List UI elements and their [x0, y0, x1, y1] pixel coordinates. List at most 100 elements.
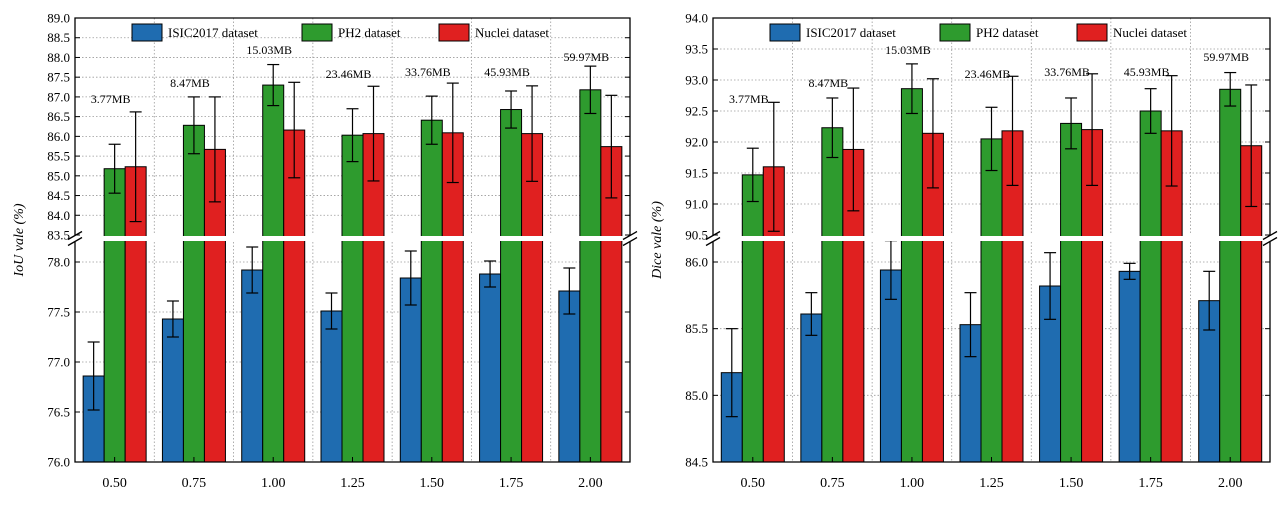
y-tick-label: 92.5 [685, 104, 708, 119]
x-tick-label: 2.00 [1218, 476, 1243, 491]
y-tick-label: 94.0 [685, 11, 708, 26]
y-tick-label: 76.0 [47, 455, 70, 470]
y-tick-label: 84.5 [685, 455, 708, 470]
x-tick-label: 1.00 [900, 476, 925, 491]
size-label-1.50: 33.76MB [405, 65, 451, 79]
size-label-0.75: 8.47MB [170, 76, 210, 90]
bar-ph2-1.00 [262, 84, 285, 463]
size-label-1.50: 33.76MB [1044, 65, 1090, 79]
bar-isic-0.75 [800, 313, 823, 463]
legend-label-nuclei: Nuclei dataset [1113, 25, 1187, 40]
y-tick-label: 87.0 [47, 89, 70, 104]
legend-swatch-ph2 [301, 23, 333, 42]
chart-panel-1: 83.5 84.0 84.5 85.0 85.5 86.0 86.5 87.0 87.5 88.0… [12, 11, 638, 491]
y-tick-label: 76.5 [47, 405, 70, 420]
size-label-2.00: 59.97MB [564, 50, 610, 64]
y-tick-label: 91.5 [685, 166, 708, 181]
y-tick-label: 78.0 [47, 255, 70, 270]
axis-break-gap [712, 236, 1271, 241]
y-tick-label: 88.5 [47, 30, 70, 45]
y-tick-label: 93.5 [685, 42, 708, 57]
size-label-1.25: 23.46MB [326, 67, 372, 81]
y-tick-label: 88.0 [47, 50, 70, 65]
bars [82, 63, 623, 463]
bar-nuclei-1.75 [521, 133, 544, 463]
bar-isic-1.25 [320, 310, 343, 463]
upper-frame [74, 17, 631, 235]
bar-ph2-0.75 [821, 127, 844, 463]
break-mark [67, 236, 83, 247]
legend-swatch-isic [769, 23, 801, 42]
legend-label-nuclei: Nuclei dataset [475, 25, 549, 40]
size-annotations: 3.77MB 8.47MB 15.03MB 23.46MB 33.76MB 45.93MB… [729, 43, 1249, 106]
x-tick-label: 1.50 [420, 476, 445, 491]
x-tick-label: 1.75 [1138, 476, 1163, 491]
legend-label-ph2: PH2 dataset [338, 25, 401, 40]
legend: ISIC2017 dataset PH2 dataset Nuclei datase… [769, 23, 1187, 42]
size-label-1.75: 45.93MB [1124, 65, 1170, 79]
axis-break-gap [74, 236, 631, 241]
x-tick-label: 1.00 [261, 476, 286, 491]
x-tick-label: 1.25 [979, 476, 1004, 491]
bars [720, 63, 1263, 463]
gridlines [713, 18, 1270, 462]
size-label-1.75: 45.93MB [484, 65, 530, 79]
y-tick-label: 86.0 [47, 129, 70, 144]
bar-isic-1.75 [1118, 270, 1141, 463]
y-tick-label: 85.0 [47, 168, 70, 183]
x-tick-label: 0.50 [741, 476, 766, 491]
size-label-1.00: 15.03MB [246, 43, 292, 57]
bar-nuclei-1.00 [283, 129, 306, 463]
legend-swatch-nuclei [438, 23, 470, 42]
y-tick-label: 86.5 [47, 109, 70, 124]
bar-ph2-1.00 [900, 88, 923, 463]
y-tick-label: 84.5 [47, 188, 70, 203]
bar-ph2-1.75 [500, 109, 523, 463]
x-axis: 0.50 0.75 1.00 1.25 1.50 1.75 2.00 [102, 457, 603, 491]
break-mark [622, 236, 638, 247]
size-label-0.50: 3.77MB [729, 92, 769, 106]
y-tick-label: 85.5 [685, 321, 708, 336]
legend: ISIC2017 dataset PH2 dataset Nuclei datase… [131, 23, 549, 42]
y-axis-label: IoU vale (%) [12, 203, 27, 277]
y-axis: 83.5 84.0 84.5 85.0 85.5 86.0 86.5 87.0 87.5 88.0… [12, 11, 630, 470]
bar-ph2-1.50 [420, 119, 443, 463]
bar-ph2-1.25 [980, 138, 1003, 463]
bar-ph2-0.50 [741, 174, 764, 463]
bar-ph2-0.50 [103, 168, 126, 463]
y-tick-label: 84.0 [47, 208, 70, 223]
legend-label-ph2: PH2 dataset [976, 25, 1039, 40]
legend-swatch-nuclei [1076, 23, 1108, 42]
legend-swatch-isic [131, 23, 163, 42]
bar-ph2-1.75 [1139, 110, 1162, 463]
y-tick-label: 90.5 [685, 228, 708, 243]
size-annotations: 3.77MB 8.47MB 15.03MB 23.46MB 33.76MB 45.93MB… [91, 43, 609, 106]
y-tick-label: 77.5 [47, 305, 70, 320]
bar-isic-1.00 [241, 269, 264, 463]
y-tick-label: 91.0 [685, 197, 708, 212]
y-tick-label: 89.0 [47, 11, 70, 26]
size-label-1.25: 23.46MB [965, 67, 1011, 81]
y-axis-label: Dice vale (%) [650, 201, 665, 280]
y-tick-label: 85.5 [47, 149, 70, 164]
x-axis: 0.50 0.75 1.00 1.25 1.50 1.75 2.00 [741, 457, 1243, 491]
x-tick-label: 2.00 [578, 476, 603, 491]
chart-panel-2: 90.5 91.0 91.5 92.0 92.5 93.0 93.5 94.0 84.5 85.0… [650, 11, 1278, 491]
bar-isic-0.75 [161, 318, 184, 463]
y-tick-label: 93.0 [685, 73, 708, 88]
bar-isic-2.00 [558, 290, 581, 463]
size-label-0.75: 8.47MB [809, 76, 849, 90]
y-tick-label: 77.0 [47, 355, 70, 370]
bar-ph2-1.25 [341, 134, 364, 463]
upper-frame [712, 17, 1271, 235]
legend-label-isic: ISIC2017 dataset [806, 25, 896, 40]
x-tick-label: 0.50 [102, 476, 127, 491]
legend-swatch-ph2 [939, 23, 971, 42]
break-mark [705, 236, 721, 247]
x-tick-label: 1.25 [340, 476, 365, 491]
legend-label-isic: ISIC2017 dataset [168, 25, 258, 40]
size-label-2.00: 59.97MB [1203, 50, 1249, 64]
bar-ph2-2.00 [579, 89, 602, 463]
bar-nuclei-1.25 [362, 133, 385, 463]
y-tick-label: 85.0 [685, 388, 708, 403]
